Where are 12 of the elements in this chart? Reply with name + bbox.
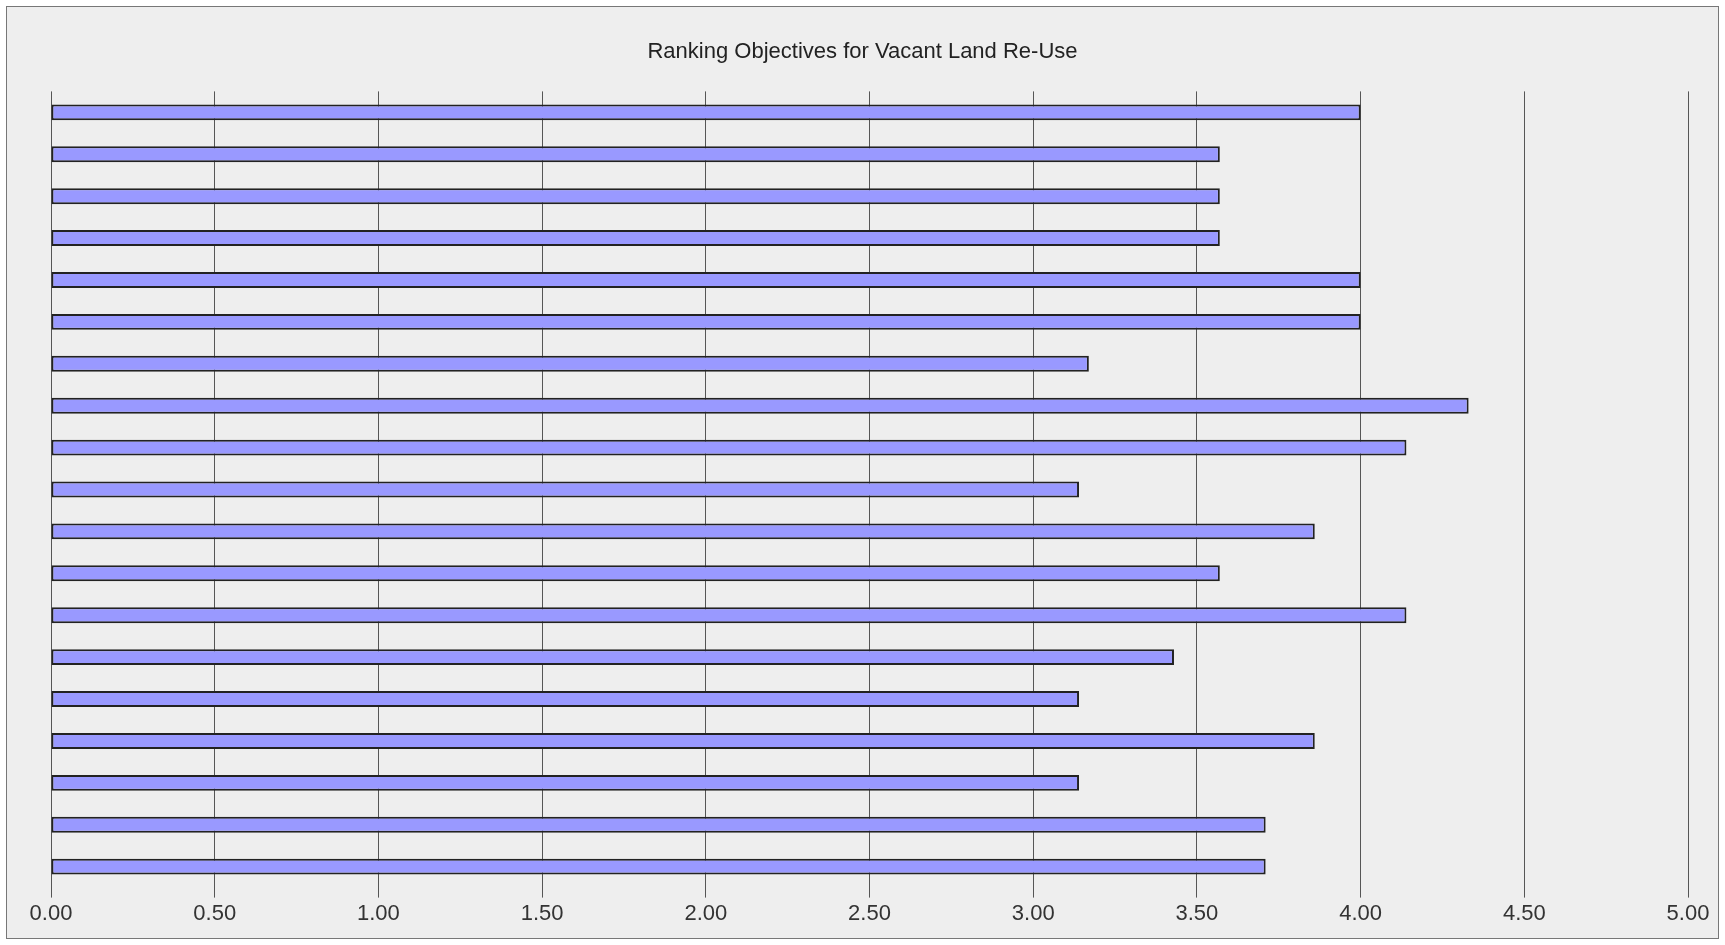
x-tick-label: 2.50 bbox=[848, 899, 891, 925]
x-tick-label: 5.00 bbox=[1666, 899, 1710, 925]
x-tick-label: 1.50 bbox=[520, 899, 564, 925]
x-tick-label: 0.00 bbox=[29, 899, 73, 925]
chart-title: Ranking Objectives for Vacant Land Re-Use bbox=[647, 38, 1078, 64]
x-tick-label: 3.50 bbox=[1175, 899, 1219, 925]
x-tick-label: 1.00 bbox=[356, 899, 400, 925]
x-tick-label: 3.00 bbox=[1011, 899, 1055, 925]
x-tick-label: 4.00 bbox=[1339, 899, 1383, 925]
x-tick-label: 0.50 bbox=[193, 899, 237, 925]
x-tick-label: 2.00 bbox=[684, 899, 728, 925]
x-tick-label: 4.50 bbox=[1502, 899, 1546, 925]
